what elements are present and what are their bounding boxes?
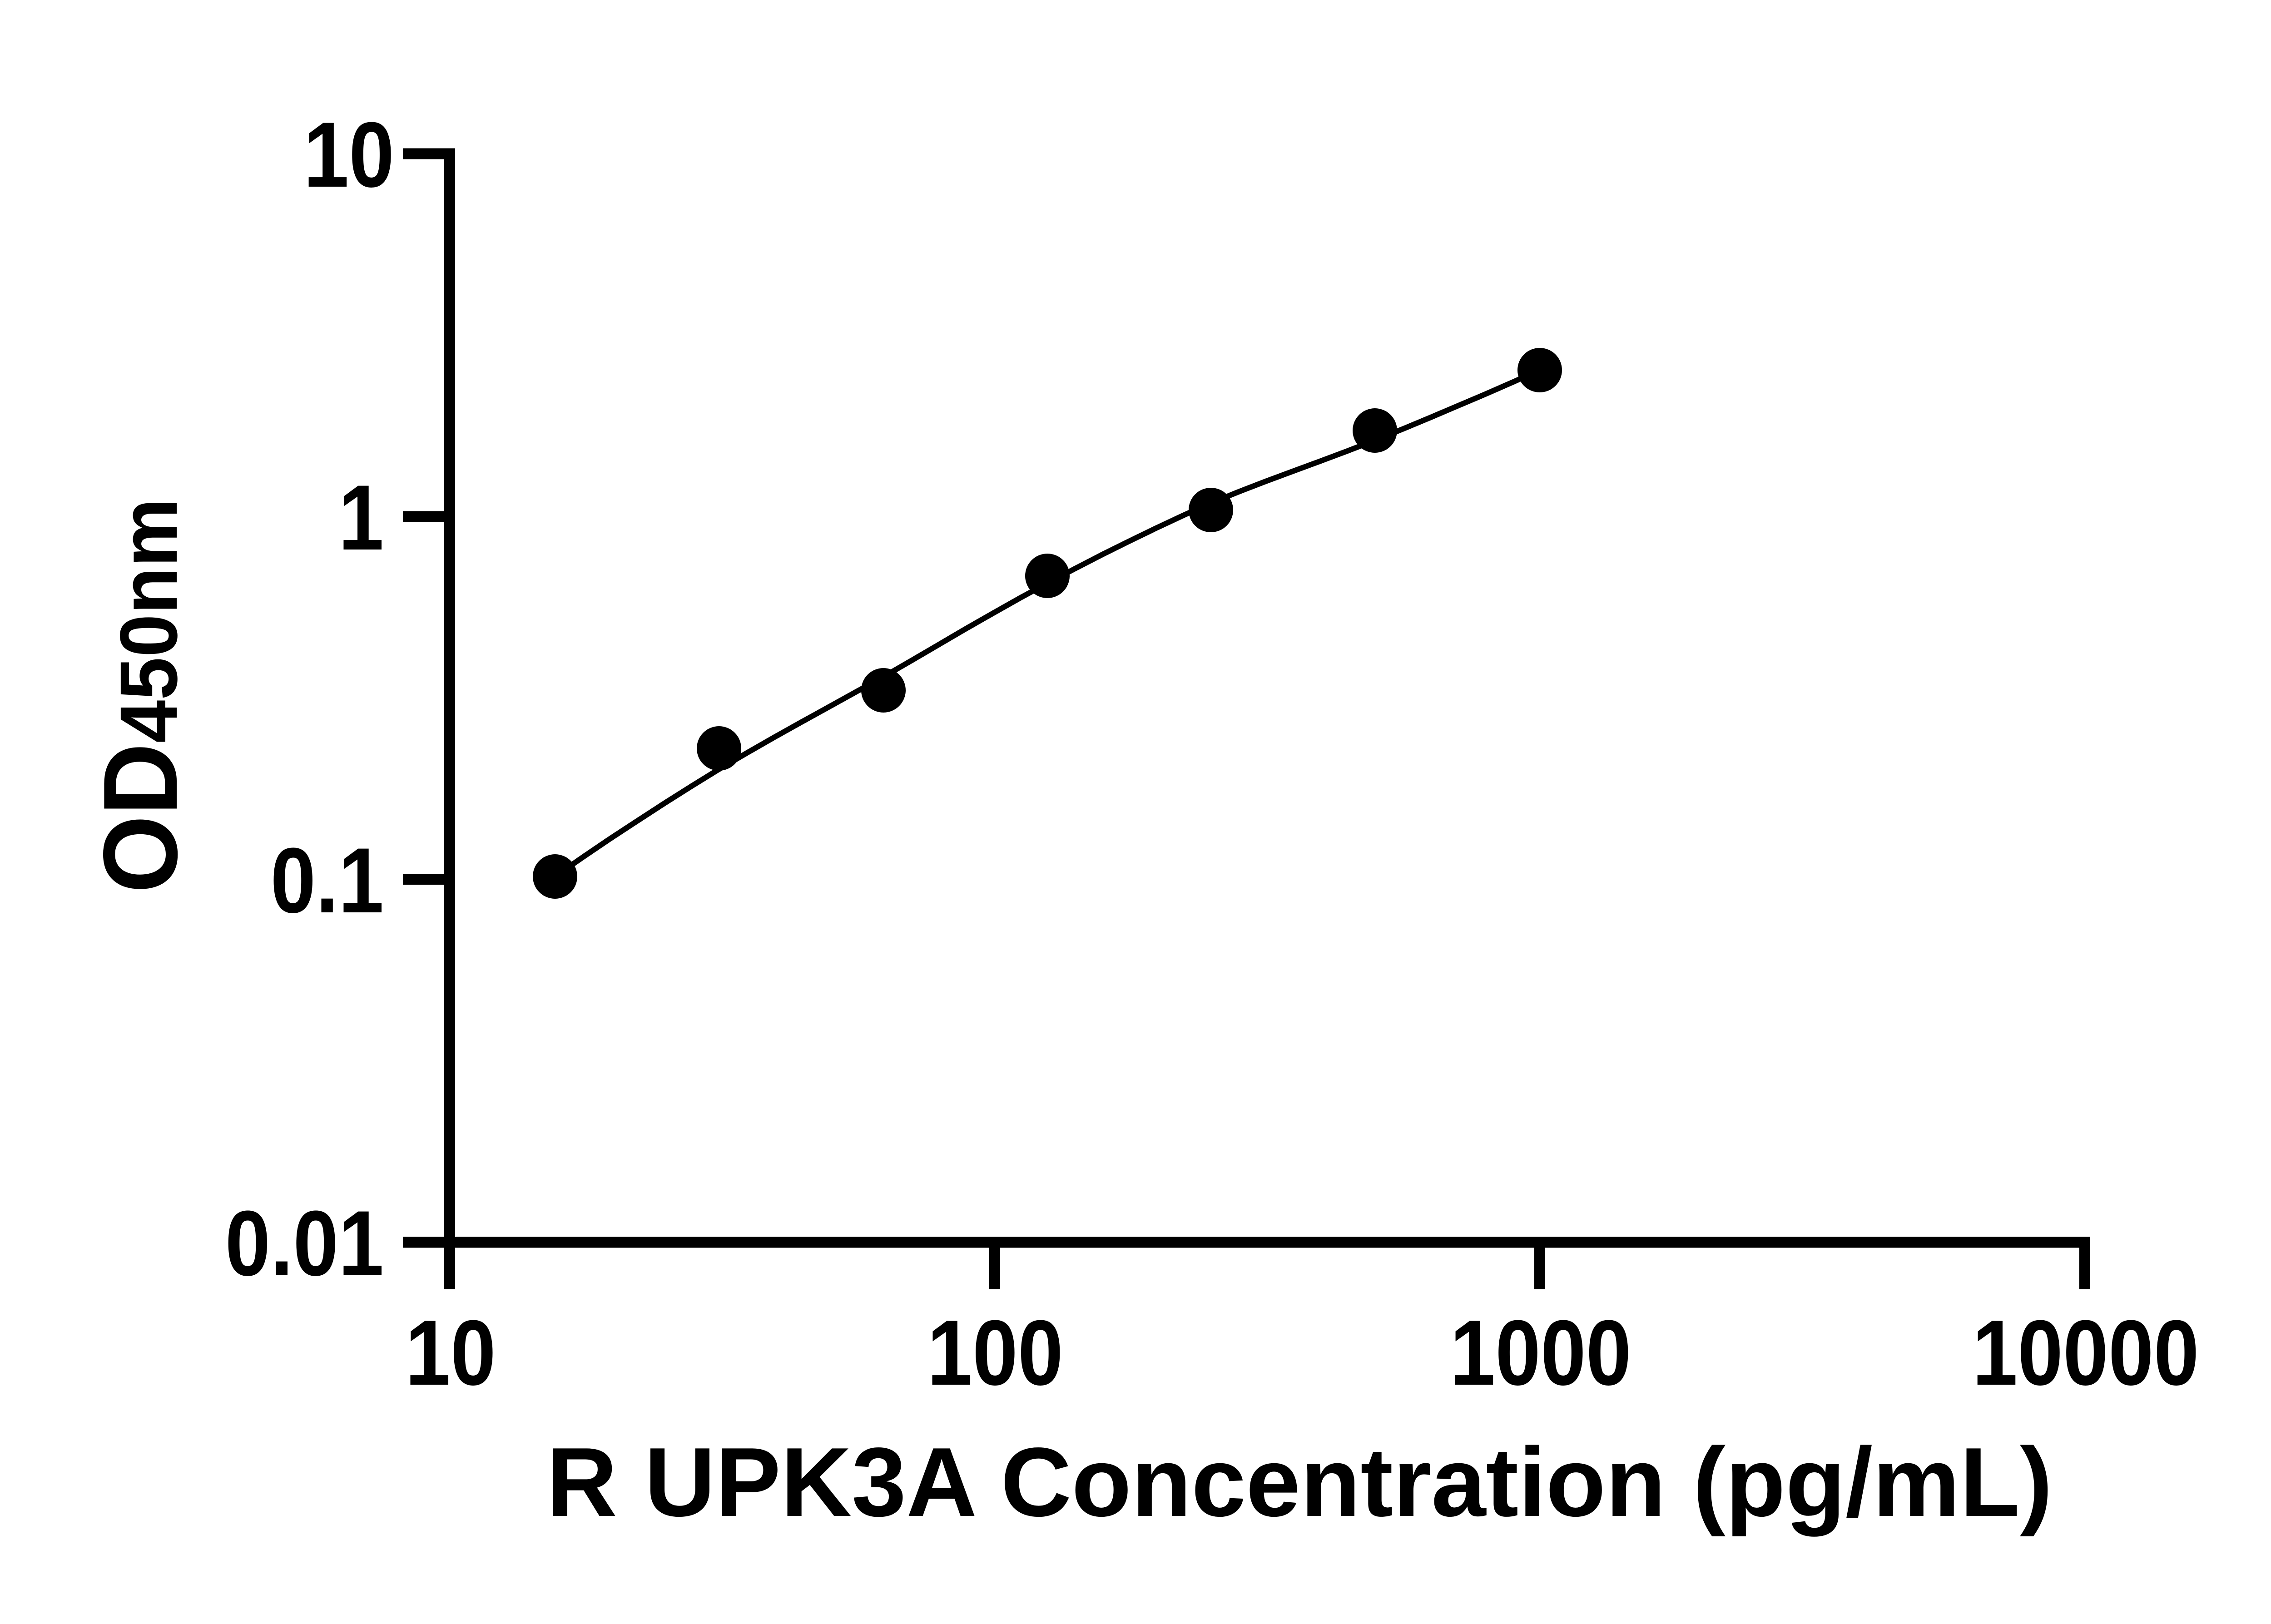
svg-text:0.1: 0.1 bbox=[270, 828, 384, 932]
svg-text:1: 1 bbox=[338, 465, 384, 569]
svg-text:1000: 1000 bbox=[1450, 1301, 1631, 1404]
svg-text:10000: 10000 bbox=[1972, 1301, 2199, 1404]
svg-text:10: 10 bbox=[303, 103, 394, 206]
svg-text:0.01: 0.01 bbox=[225, 1191, 384, 1295]
svg-text:R UPK3A Concentration (pg/mL): R UPK3A Concentration (pg/mL) bbox=[546, 1427, 2053, 1537]
svg-text:OD450nm: OD450nm bbox=[81, 498, 199, 893]
svg-text:100: 100 bbox=[927, 1301, 1063, 1404]
svg-text:10: 10 bbox=[405, 1301, 496, 1404]
